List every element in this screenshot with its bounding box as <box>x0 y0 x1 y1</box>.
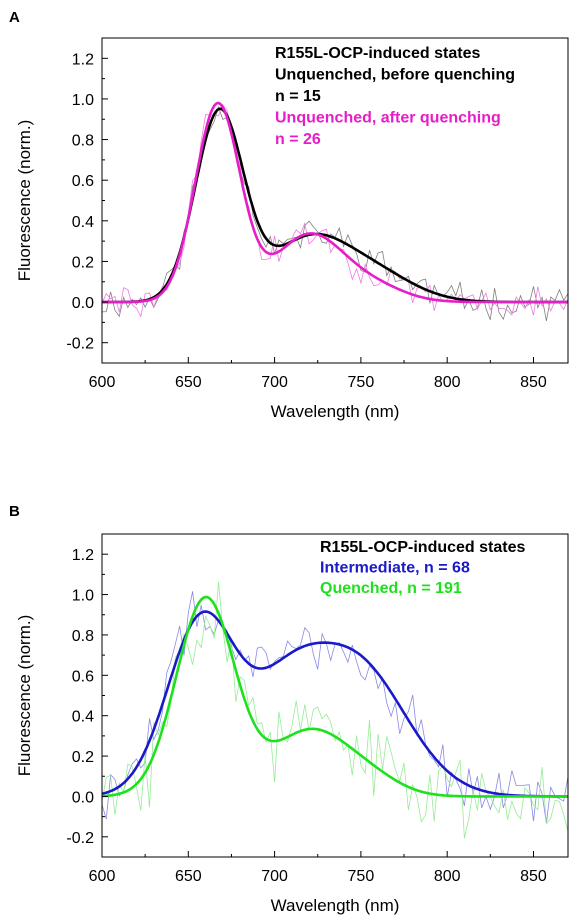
legend-entry: n = 15 <box>275 88 321 105</box>
y-tick-label: -0.2 <box>66 336 94 353</box>
fit-line-series-1 <box>102 101 568 304</box>
y-axis-label: Fluorescence (norm.) <box>15 615 34 777</box>
y-tick-label: -0.2 <box>66 830 94 847</box>
y-tick-label: 0.0 <box>72 789 94 806</box>
legend-entry: Quenched, n = 191 <box>320 580 462 597</box>
x-tick-label: 750 <box>348 868 375 885</box>
raw-trace-series-0 <box>102 591 568 824</box>
panel-label-a: A <box>9 9 20 26</box>
y-tick-label: 1.0 <box>72 588 94 605</box>
y-tick-label: 0.8 <box>72 628 94 645</box>
y-tick-label: 0.2 <box>72 254 94 271</box>
x-tick-label: 700 <box>261 868 288 885</box>
x-tick-label: 800 <box>434 868 461 885</box>
x-tick-label: 600 <box>89 868 116 885</box>
y-tick-label: 0.8 <box>72 133 94 150</box>
fit-line-series-1 <box>102 595 568 798</box>
plot-area <box>102 101 568 321</box>
x-tick-label: 850 <box>520 868 547 885</box>
y-tick-label: 0.4 <box>72 709 94 726</box>
plot-area <box>102 581 568 839</box>
chart-panel-a: 600 650 700 750 800 850 -0.2 0.0 0.2 0.4 0.6 0.8 1.0… <box>15 37 569 421</box>
y-tick-label: 1.2 <box>72 547 94 564</box>
y-tick-label: 1.0 <box>72 92 94 109</box>
x-tick-label: 700 <box>261 374 288 391</box>
x-tick-label: 650 <box>175 868 202 885</box>
fit-line-series-0 <box>102 610 568 798</box>
raw-trace-series-1 <box>102 581 568 839</box>
x-axis-label: Wavelength (nm) <box>271 402 400 421</box>
x-tick-label: 850 <box>520 374 547 391</box>
legend-entry: Unquenched, after quenching <box>275 110 501 127</box>
y-tick-label: 0.0 <box>72 295 94 312</box>
y-tick-label: 0.6 <box>72 668 94 685</box>
x-tick-label: 800 <box>434 374 461 391</box>
panel-label-b: B <box>9 503 20 520</box>
y-tick-label: 0.4 <box>72 214 94 231</box>
y-tick-label: 0.6 <box>72 173 94 190</box>
legend-entry: Unquenched, before quenching <box>275 67 515 84</box>
legend-entry: R155L-OCP-induced states <box>320 539 525 556</box>
y-tick-label: 1.2 <box>72 51 94 68</box>
legend-entry: n = 26 <box>275 131 321 148</box>
x-tick-label: 600 <box>89 374 116 391</box>
x-tick-label: 750 <box>348 374 375 391</box>
x-tick-label: 650 <box>175 374 202 391</box>
y-axis-label: Fluorescence (norm.) <box>15 120 34 282</box>
y-tick-label: 0.2 <box>72 749 94 766</box>
x-axis-label: Wavelength (nm) <box>271 896 400 915</box>
legend-entry: Intermediate, n = 68 <box>320 560 470 577</box>
legend-entry: R155L-OCP-induced states <box>275 45 480 62</box>
